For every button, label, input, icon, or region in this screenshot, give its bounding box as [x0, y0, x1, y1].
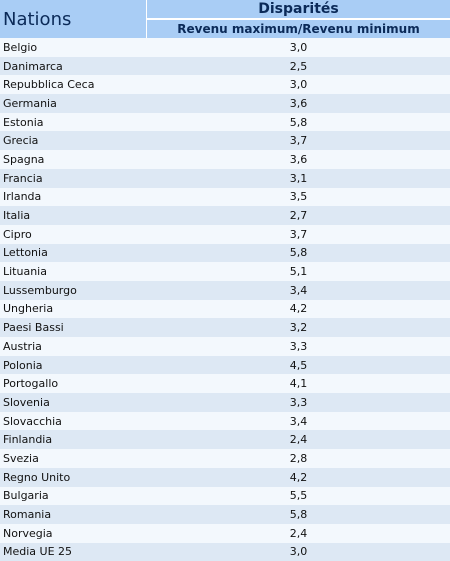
country-name-cell: Irlanda: [0, 187, 147, 207]
nations-header: Nations: [0, 0, 147, 38]
table-row: Germania 3,6: [0, 94, 450, 113]
table-row: Slovacchia 3,4: [0, 411, 450, 431]
table-row: Belgio 3,0: [0, 38, 450, 57]
disparity-value-cell: 5,5: [147, 486, 450, 506]
country-name-cell: Portogallo: [0, 374, 147, 394]
table-row: Spagna 3,6: [0, 150, 450, 169]
disparity-value-cell: 4,5: [147, 355, 450, 375]
country-name-cell: Italia: [0, 206, 147, 225]
table-row: Svezia 2,8: [0, 449, 450, 468]
disparity-value-cell: 4,2: [147, 467, 450, 487]
country-name-cell: Ungheria: [0, 299, 147, 319]
country-name-cell: Cipro: [0, 224, 147, 244]
country-name-cell: Repubblica Ceca: [0, 75, 147, 95]
disparity-value-cell: 3,6: [147, 150, 450, 169]
disparity-value-cell: 4,1: [147, 374, 450, 394]
country-name-cell: Paesi Bassi: [0, 318, 147, 337]
disparity-value-cell: 5,8: [147, 505, 450, 524]
disparity-value-cell: 4,2: [147, 299, 450, 319]
disparites-header: Disparités: [147, 0, 450, 18]
disparity-value-cell: 3,6: [147, 94, 450, 113]
country-name-cell: Lituania: [0, 262, 147, 281]
country-name-cell: Norvegia: [0, 523, 147, 543]
income-ratio-header: Revenu maximum/Revenu minimum: [147, 18, 450, 38]
country-name-cell: Polonia: [0, 355, 147, 375]
disparity-value-cell: 3,0: [147, 38, 450, 57]
country-name-cell: Grecia: [0, 131, 147, 151]
disparity-value-cell: 5,1: [147, 262, 450, 281]
country-name-cell: Svezia: [0, 449, 147, 468]
country-name-cell: Lussemburgo: [0, 280, 147, 300]
country-name-cell: Spagna: [0, 150, 147, 169]
disparity-value-cell: 2,4: [147, 430, 450, 450]
country-name-cell: Bulgaria: [0, 486, 147, 506]
table-row: Lituania 5,1: [0, 262, 450, 281]
table-row: Repubblica Ceca 3,0: [0, 75, 450, 95]
disparity-value-cell: 2,8: [147, 449, 450, 468]
disparity-value-cell: 3,3: [147, 337, 450, 356]
country-name-cell: Francia: [0, 168, 147, 188]
table-row: Paesi Bassi 3,2: [0, 318, 450, 337]
table-row: Media UE 25 3,0: [0, 542, 450, 561]
table-row: Danimarca 2,5: [0, 56, 450, 76]
table-row: Bulgaria 5,5: [0, 486, 450, 506]
country-name-cell: Germania: [0, 94, 147, 113]
disparity-value-cell: 2,7: [147, 206, 450, 225]
disparity-value-cell: 3,0: [147, 542, 450, 561]
table-row: Irlanda 3,5: [0, 187, 450, 207]
table-row: Estonia 5,8: [0, 112, 450, 132]
disparity-value-cell: 3,7: [147, 224, 450, 244]
country-name-cell: Media UE 25: [0, 542, 147, 561]
table-row: Romania 5,8: [0, 505, 450, 524]
country-name-cell: Finlandia: [0, 430, 147, 450]
table-row: Norvegia 2,4: [0, 523, 450, 543]
table-row: Italia 2,7: [0, 206, 450, 225]
table-row: Portogallo 4,1: [0, 374, 450, 394]
table-row: Polonia 4,5: [0, 355, 450, 375]
disparity-value-cell: 3,0: [147, 75, 450, 95]
table-row: Austria 3,3: [0, 337, 450, 356]
table-row: Grecia 3,7: [0, 131, 450, 151]
disparity-value-cell: 3,1: [147, 168, 450, 188]
disparity-value-cell: 5,8: [147, 112, 450, 132]
disparity-value-cell: 5,8: [147, 243, 450, 263]
table-row: Ungheria 4,2: [0, 299, 450, 319]
country-name-cell: Belgio: [0, 38, 147, 57]
country-name-cell: Estonia: [0, 112, 147, 132]
disparity-value-cell: 3,5: [147, 187, 450, 207]
disparity-value-cell: 2,5: [147, 56, 450, 76]
table-row: Finlandia 2,4: [0, 430, 450, 450]
disparity-value-cell: 3,4: [147, 411, 450, 431]
table-row: Regno Unito 4,2: [0, 467, 450, 487]
country-name-cell: Danimarca: [0, 56, 147, 76]
disparity-value-cell: 2,4: [147, 523, 450, 543]
disparity-value-cell: 3,2: [147, 318, 450, 337]
disparity-value-cell: 3,3: [147, 393, 450, 412]
country-name-cell: Regno Unito: [0, 467, 147, 487]
table-row: Cipro 3,7: [0, 224, 450, 244]
table-row: Lussemburgo 3,4: [0, 280, 450, 300]
table-row: Slovenia 3,3: [0, 393, 450, 412]
table-row: Francia 3,1: [0, 168, 450, 188]
table-row: Lettonia 5,8: [0, 243, 450, 263]
country-name-cell: Slovenia: [0, 393, 147, 412]
country-name-cell: Romania: [0, 505, 147, 524]
country-name-cell: Lettonia: [0, 243, 147, 263]
country-name-cell: Slovacchia: [0, 411, 147, 431]
table-body: Belgio 3,0 Danimarca 2,5 Repubblica Ceca 3,0 G…: [0, 38, 450, 561]
country-name-cell: Austria: [0, 337, 147, 356]
disparity-value-cell: 3,7: [147, 131, 450, 151]
disparity-value-cell: 3,4: [147, 280, 450, 300]
